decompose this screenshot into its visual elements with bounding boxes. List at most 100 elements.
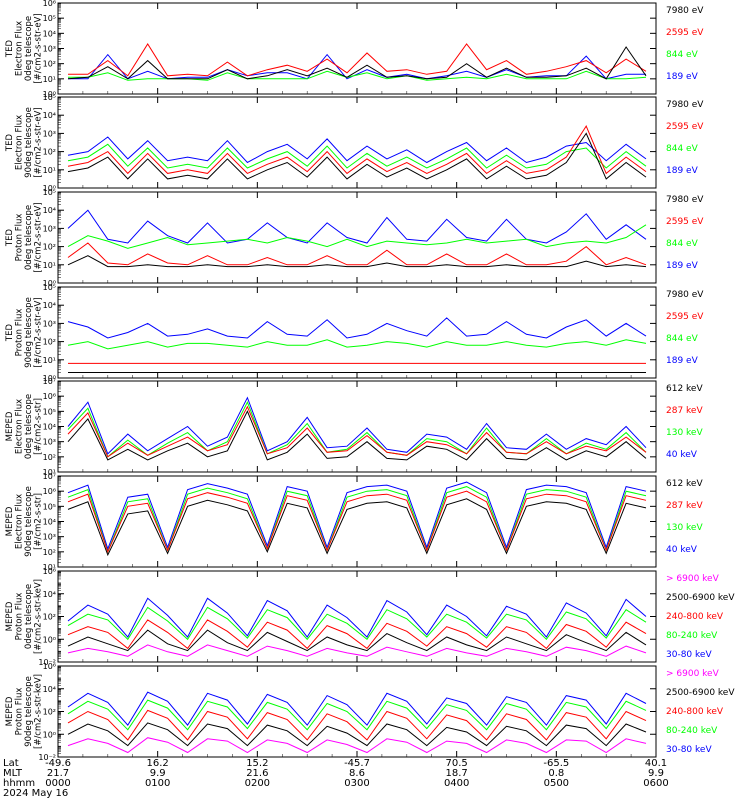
- panel-5-ytick-label: 10¹: [43, 468, 56, 477]
- panel-4-ylabel-line: TED: [5, 323, 15, 342]
- panel-2-series-3-line: [67, 125, 647, 175]
- panel-1-ytick-label: 10⁴: [43, 29, 56, 38]
- panel-2-ytick-label: 10⁴: [43, 111, 56, 120]
- mlt-row-label: MLT: [3, 768, 23, 779]
- panel-7-ytick-label: 10⁴: [43, 590, 56, 599]
- panel-8-ylabel-line: MEPED: [5, 696, 15, 726]
- panel-5-ytick-label: 10⁷: [43, 377, 56, 386]
- panel-5-legend-entry: 130 keV: [666, 428, 703, 438]
- panel-8-series-4-line: [67, 722, 647, 747]
- panel-1-ytick-label: 10⁰: [43, 90, 56, 99]
- panel-4-series-2-line: [67, 339, 647, 350]
- panel-3-legend-entry: 2595 eV: [666, 217, 704, 227]
- panel-3-ytick-label: 10²: [43, 243, 56, 252]
- panel-6-series-1-line: [67, 481, 647, 551]
- panel-7-ylabel-line: 0deg telescope: [24, 584, 34, 649]
- panel-5-series-2-line: [67, 400, 647, 458]
- panel-7-ytick-label: 10²: [43, 613, 56, 622]
- panel-4-legend-entry: 2595 eV: [666, 312, 704, 322]
- panel-4-ytick-label: 10¹: [43, 356, 56, 365]
- panel-3-ytick-label: 10⁵: [43, 188, 56, 197]
- panel-8-series-3-line: [67, 709, 647, 741]
- panel-1-legend-entry: 2595 eV: [666, 28, 704, 38]
- panel-6-ylabel-line: [#/cm2-s-str]: [34, 493, 44, 550]
- panel-5-ytick-label: 10⁶: [43, 392, 56, 401]
- panel-6-series-4-line: [67, 498, 647, 557]
- panel-7-series-5-line: [67, 644, 647, 657]
- panel-6-legend-entry: 612 keV: [666, 479, 703, 489]
- panel-1-ytick-label: 10⁵: [43, 14, 56, 23]
- panel-2-ylabel-line: 90deg telescope: [24, 107, 34, 178]
- panel-8-series-1-line: [67, 691, 647, 726]
- panel-3-series-4-line: [67, 255, 647, 268]
- panel-7-legend-entry: > 6900 keV: [666, 574, 720, 584]
- panel-2-legend-entry: 2595 eV: [666, 122, 704, 132]
- panel-8-ytick-label: 10⁶: [43, 662, 56, 671]
- hhmm-tick-label: 0300: [344, 778, 369, 789]
- panel-3-series-2-line: [67, 224, 647, 249]
- panel-2-ytick-label: 10⁰: [43, 184, 56, 193]
- panel-5-ytick-label: 10³: [43, 438, 56, 447]
- hhmm-tick-label: 0200: [245, 778, 270, 789]
- panel-8-legend-entry: 2500-6900 keV: [666, 688, 735, 698]
- hhmm-tick-label: 0400: [444, 778, 469, 789]
- panel-7-legend-entry: 30-80 keV: [666, 650, 712, 660]
- panel-4: 10⁰ 10¹ 10² 10³ 10⁴ 10⁵ TED Proton Flux 90deg te…: [5, 283, 704, 383]
- lat-tick-label: -65.5: [543, 758, 569, 769]
- panel-5-ylabel-line: [#/cm2-s-str]: [34, 398, 44, 455]
- panel-2-ytick-label: 10²: [43, 148, 56, 157]
- mlt-tick-label: 21.6: [246, 768, 268, 779]
- panel-4-ytick-label: 10⁵: [43, 283, 56, 292]
- panel-1-legend-entry: 844 eV: [666, 50, 699, 60]
- panel-6-legend-entry: 40 keV: [666, 545, 698, 555]
- panel-2-series-1-line: [67, 136, 647, 164]
- panel-8-series-2-line: [67, 699, 647, 731]
- lat-tick-label: -45.7: [344, 758, 370, 769]
- panel-2-series-4-line: [67, 132, 647, 180]
- panel-6-ytick-label: 10⁷: [43, 472, 56, 481]
- hhmm-tick-label: 0100: [145, 778, 170, 789]
- panel-3: 10⁰ 10¹ 10² 10³ 10⁴ 10⁵ TED Proton Flux 0deg tel…: [5, 188, 704, 288]
- panel-2-ylabel-line: Electron Flux: [15, 115, 25, 170]
- panel-3-legend-entry: 189 eV: [666, 261, 699, 271]
- panel-3-series-1-line: [67, 209, 647, 244]
- panel-6-ytick-label: 10⁴: [43, 518, 56, 527]
- panel-5-ytick-label: 10²: [43, 453, 56, 462]
- panel-5: 10¹ 10² 10³ 10⁴ 10⁵ 10⁶ 10⁷ MEPED Electron Flux 0…: [5, 377, 703, 477]
- panel-7: 10⁻² 10⁰ 10² 10⁴ 10⁶ MEPED Proton Flux 0deg tel…: [5, 567, 735, 667]
- panel-8-ytick-label: 10⁴: [43, 685, 56, 694]
- lat-tick-label: 16.2: [147, 758, 169, 769]
- panel-5-ytick-label: 10⁴: [43, 423, 56, 432]
- lat-tick-label: 70.5: [446, 758, 468, 769]
- panel-8-legend-entry: 240-800 keV: [666, 707, 724, 717]
- panel-3-ytick-label: 10³: [43, 224, 56, 233]
- panel-6-legend-entry: 130 keV: [666, 523, 703, 533]
- panel-7-ylabel-line: MEPED: [5, 601, 15, 631]
- panel-7-ytick-label: 10⁶: [43, 567, 56, 576]
- panel-6-ylabel-line: MEPED: [5, 506, 15, 536]
- panel-7-ytick-label: 10⁻²: [38, 658, 56, 667]
- panel-6-series-3-line: [67, 490, 647, 554]
- panel-6-ylabel-line: 90deg telescope: [24, 486, 34, 557]
- panel-5-series-3-line: [67, 405, 647, 458]
- panel-4-series-1-line: [67, 317, 647, 339]
- panel-2-ytick-label: 10⁵: [43, 93, 56, 102]
- panel-5-legend-entry: 612 keV: [666, 384, 703, 394]
- panel-1-legend-entry: 7980 eV: [666, 6, 704, 16]
- panel-4-ylabel-line: Proton Flux: [15, 309, 25, 357]
- panel-3-ytick-label: 10¹: [43, 261, 56, 270]
- panel-2-ylabel-line: TED: [5, 133, 15, 152]
- panel-7-legend-entry: 80-240 keV: [666, 631, 718, 641]
- panel-5-ylabel-line: 0deg telescope: [24, 394, 34, 459]
- hhmm-tick-label: 0600: [643, 778, 668, 789]
- panel-7-series-3-line: [67, 619, 647, 650]
- panel-2-ylabel-line: [#/cm2-s-str-eV]: [34, 107, 44, 177]
- date-label: 2024 May 16: [3, 788, 68, 799]
- panel-7-series-4-line: [67, 629, 647, 652]
- panel-2: 10⁰ 10¹ 10² 10³ 10⁴ 10⁵ TED Electron Flux 90deg …: [5, 93, 704, 193]
- panel-5-series-4-line: [67, 410, 647, 461]
- panel-3-legend-entry: 844 eV: [666, 239, 699, 249]
- panel-3-ylabel-line: [#/cm2-s-str-eV]: [34, 202, 44, 272]
